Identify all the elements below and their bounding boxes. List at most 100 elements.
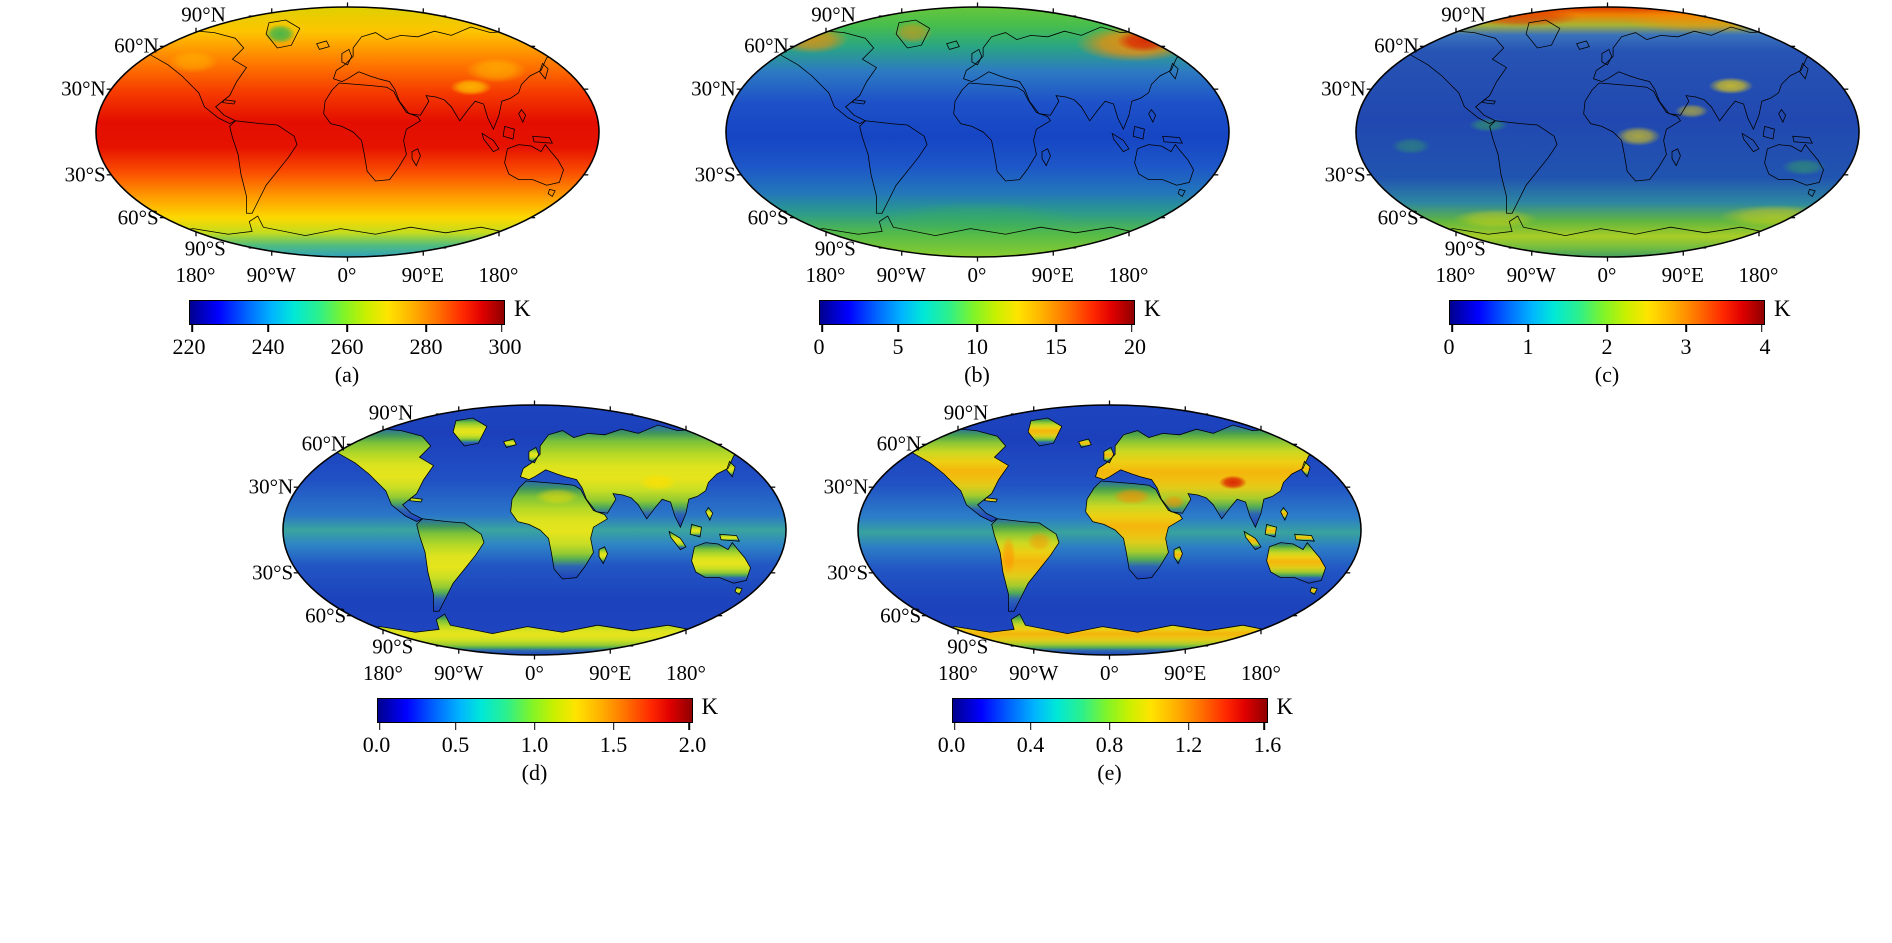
colorbar-tick-label: 15 [1045, 334, 1067, 359]
lon-label-180w: 180° [175, 263, 216, 287]
lon-label-0: 0° [525, 661, 544, 685]
lat-label-30s: 30°S [64, 162, 106, 187]
colorbar-ticks [189, 325, 505, 332]
tick-mark [1451, 325, 1453, 332]
top-row: 90°N 60°N 30°N 30°S 60°S 90°S [0, 0, 1892, 388]
map-box: 90°N 60°N 30°N 30°S 60°S 90°S [1321, 2, 1860, 287]
tick-mark [425, 325, 427, 332]
colorbar-tick-label: 280 [409, 334, 443, 359]
map-box: 90°N 60°N 30°N 30°S 60°S 90°S [249, 400, 787, 685]
tick-mark [533, 723, 536, 730]
colorbar-box: K 0.0 0.5 1.0 1.5 2.0 [363, 694, 718, 760]
colorbar-tick-label: 260 [330, 334, 364, 359]
lat-label-90n: 90°N [368, 400, 414, 425]
colorbar-tick-label: 300 [488, 334, 522, 359]
colorbar-tick-label: 20 [1124, 334, 1146, 359]
lat-label-60n: 60°N [114, 33, 159, 58]
colorbar-box: K 0 1 2 3 4 [1444, 296, 1791, 362]
lon-label-90e: 90°E [401, 263, 444, 287]
tick-mark [612, 723, 615, 730]
lon-label-180e: 180° [1241, 661, 1281, 685]
colorbar-area: K 0 5 10 15 20 [630, 296, 1260, 362]
world-map [1354, 2, 1860, 262]
panel-label: (b) [964, 362, 990, 387]
panel-label: (e) [1097, 760, 1122, 785]
tick-mark [1055, 325, 1057, 332]
tick-mark [1187, 723, 1190, 730]
lat-label-90s: 90°S [814, 236, 856, 261]
tick-mark [267, 325, 269, 332]
colorbar [189, 300, 505, 325]
colorbar-tick-labels: 0 5 10 15 20 [814, 332, 1147, 362]
colorbar-tick-labels: 220 240 260 280 300 [173, 332, 522, 362]
colorbar-tick-label: 2 [1601, 334, 1613, 359]
colorbar-tick-label: 0 [1443, 334, 1455, 359]
tick-mark [976, 325, 978, 332]
colorbar-tick-label: 1 [1522, 334, 1534, 359]
map-frame [94, 6, 600, 258]
lon-axis: 180° 90°W 0° 90°E 180° [725, 258, 1230, 288]
tick-mark [191, 325, 193, 332]
colorbar-ticks [819, 325, 1135, 332]
anomaly-blobs [534, 474, 678, 505]
lat-label-90n: 90°N [181, 2, 226, 27]
lon-label-180e: 180° [478, 263, 519, 287]
map-area: 90°N 60°N 30°N 30°S 60°S 90°S [31, 2, 600, 287]
lon-label-90e: 90°E [589, 661, 632, 685]
lat-label-60s: 60°S [305, 603, 347, 628]
lat-label-90n: 90°N [811, 2, 856, 27]
lon-label-90w: 90°W [876, 263, 926, 287]
colorbar-tick-label: 3 [1680, 334, 1692, 359]
colorbar-unit: K [701, 694, 719, 719]
lat-label-60n: 60°N [876, 431, 922, 456]
colorbar-tick-label: 0.4 [1016, 732, 1045, 757]
anomaly-blobs [167, 24, 527, 96]
map-box: 90°N 60°N 30°N 30°S 60°S 90°S [691, 2, 1230, 287]
tick-mark [378, 723, 381, 730]
lon-label-180e: 180° [1738, 263, 1779, 287]
lon-axis: 180° 90°W 0° 90°E 180° [1355, 258, 1860, 288]
world-map [857, 400, 1362, 660]
lat-label-30n: 30°N [1321, 76, 1366, 101]
colorbar-unit: K [514, 296, 531, 321]
world-map [724, 2, 1230, 262]
lon-label-90e: 90°E [1031, 263, 1074, 287]
lon-label-0: 0° [967, 263, 987, 287]
tick-mark [821, 325, 823, 332]
colorbar-area: K 220 240 260 280 300 [0, 296, 630, 362]
lat-label-30n: 30°N [691, 76, 736, 101]
map-area: 90°N 60°N 30°N 30°S 60°S 90°S [793, 400, 1362, 685]
lon-label-180w: 180° [1435, 263, 1476, 287]
colorbar-area: K 0.0 0.4 0.8 1.2 1.6 [790, 694, 1365, 760]
lon-label-90e: 90°E [1661, 263, 1704, 287]
tick-mark [1606, 325, 1608, 332]
map-area: 90°N 60°N 30°N 30°S 60°S 90°S [661, 2, 1230, 287]
colorbar-tick-label: 0.5 [441, 732, 470, 757]
colorbar [1449, 300, 1765, 325]
map-box: 90°N 60°N 30°N 30°S 60°S 90°S [824, 400, 1362, 685]
world-map [94, 2, 600, 262]
colorbar-tick-label: 240 [251, 334, 285, 359]
lat-label-30n: 30°N [823, 474, 869, 499]
colorbar-tick-label: 1.2 [1174, 732, 1203, 757]
tick-mark [1029, 723, 1032, 730]
tick-mark [1527, 325, 1529, 332]
map-area: 90°N 60°N 30°N 30°S 60°S 90°S [1291, 2, 1860, 287]
lat-label-60s: 60°S [747, 205, 789, 230]
panel-label: (a) [334, 362, 360, 387]
panel-label: (d) [521, 760, 548, 785]
colorbar-box: K 0 5 10 15 20 [814, 296, 1161, 362]
lon-label-0: 0° [337, 263, 357, 287]
lat-label-90s: 90°S [372, 634, 414, 659]
colorbar-tick-labels: 0.0 0.4 0.8 1.2 1.6 [938, 730, 1282, 760]
lat-label-30n: 30°N [61, 76, 106, 101]
lon-axis: 180° 90°W 0° 90°E 180° [282, 656, 787, 686]
map-frame [1354, 6, 1860, 258]
colorbar-tick-label: 2.0 [678, 732, 707, 757]
lat-label-30n: 30°N [248, 474, 294, 499]
lat-label-30s: 30°S [694, 162, 736, 187]
tick-mark [346, 325, 348, 332]
colorbar [951, 698, 1268, 723]
lat-label-30s: 30°S [827, 560, 869, 585]
